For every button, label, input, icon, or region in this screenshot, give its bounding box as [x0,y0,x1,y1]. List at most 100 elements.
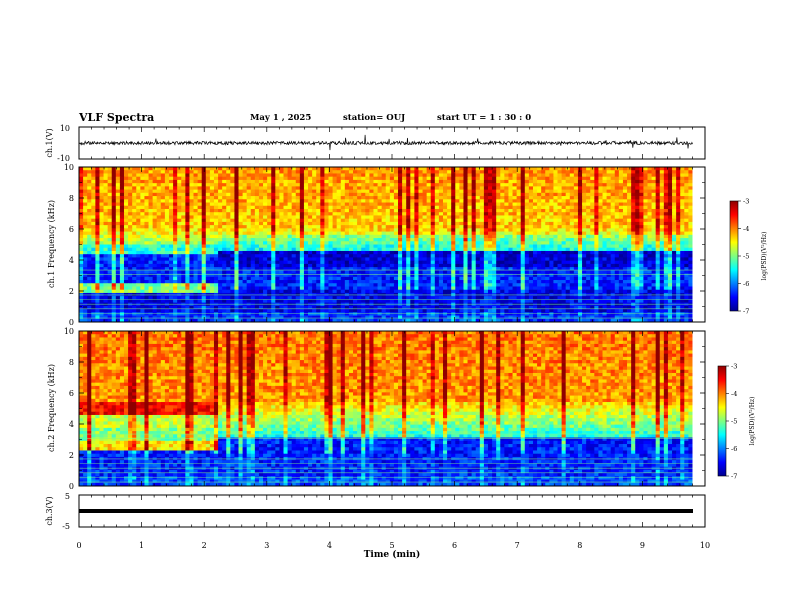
spectrogram-cell [577,254,583,258]
spectrogram-cell [426,199,432,203]
spectrogram-cell [328,254,333,258]
spectrogram-cell [218,228,223,232]
spectrogram-cell [684,205,689,210]
spectrogram-cell [602,250,607,255]
spectrogram-cell [467,238,473,242]
spectrogram-cell [254,179,260,184]
spectrogram-cell [324,270,329,274]
spectrogram-cell [463,199,468,203]
spectrogram-cell [614,238,620,242]
spectrogram-cell [398,215,403,220]
spectrogram-cell [328,170,333,174]
spectrogram-cell [238,231,243,236]
spectrogram-cell [467,170,473,174]
spectrogram-cell [344,270,350,274]
spectrogram-cell [520,250,526,255]
spectrogram-cell [586,234,591,239]
spectrogram-cell [213,257,219,262]
spectrogram-cell [357,212,362,216]
spectrogram-cell [684,183,689,187]
spectrogram-cell [312,231,317,236]
spectrogram-cell [353,257,358,262]
spectrogram-cell [140,231,145,236]
spectrogram-cell [316,202,321,207]
spectrogram-cell [185,170,190,174]
spectrogram-cell [213,260,219,265]
spectrogram-cell [332,186,338,191]
spectrogram-cell [479,221,485,226]
spectrogram-cell [119,212,125,216]
spectrogram-cell [287,225,293,229]
spectrogram-cell [83,199,88,203]
spectrogram-cell [557,167,562,171]
spectrogram-cell [627,244,632,249]
spectrogram-cell [115,202,121,207]
spectrogram-cell [103,221,109,226]
spectrogram-cell [308,202,313,207]
spectrogram-cell [107,270,113,274]
spectrogram-cell [398,267,403,271]
spectrogram-cell [83,247,88,252]
spectrogram-cell [218,189,223,194]
spectrogram-cell [123,250,129,255]
spectrogram-cell [647,199,652,203]
spectrogram-cell [443,228,448,232]
spectrogram-cell [455,238,460,242]
spectrogram-cell [426,231,432,236]
spectrogram-cell [140,238,145,242]
spectrogram-cell [561,250,567,255]
spectrogram-cell [181,238,186,242]
spectrogram-cell [516,173,522,178]
spectrogram-cell [680,228,685,232]
spectrogram-cell [320,231,325,236]
spectrogram-cell [344,199,350,203]
spectrogram-cell [295,212,301,216]
spectrogram-cell [361,241,366,245]
spectrogram-cell [381,228,387,232]
spectrogram-cell [663,167,669,171]
spectrogram-cell [430,176,436,181]
spectrogram-cell [500,260,505,265]
spectrogram-cell [504,225,509,229]
spectrogram-cell [238,241,243,245]
spectrogram-cell [156,231,162,236]
spectrogram-cell [308,234,313,239]
spectrogram-cell [512,234,518,239]
spectrogram-cell [324,218,329,223]
spectrogram-cell [291,254,297,258]
spectrogram-cell [541,205,546,210]
spectrogram-cell [242,179,248,184]
spectrogram-cell [684,221,689,226]
spectrogram-cell [230,215,235,220]
spectrogram-cell [83,267,88,271]
spectrogram-cell [582,228,587,232]
spectrogram-cell [283,189,288,194]
spectrogram-cell [152,228,158,232]
spectrogram-cell [136,176,141,181]
spectrogram-cell [688,199,693,203]
spectrogram-cell [582,202,587,207]
spectrogram-cell [393,263,399,268]
spectrogram-cell [250,238,256,242]
spectrogram-cell [287,244,293,249]
spectrogram-cell [156,244,162,249]
spectrogram-cell [467,267,473,271]
spectrogram-cell [684,176,689,181]
spectrogram-cell [500,225,505,229]
spectrogram-cell [553,199,558,203]
spectrogram-cell [271,176,276,181]
spectrogram-cell [144,257,149,262]
spectrogram-cell [680,221,685,226]
spectrogram-cell [295,186,301,191]
spectrogram-cell [303,257,309,262]
spectrogram-cell [447,257,452,262]
spectrogram-cell [631,173,636,178]
spectrogram-cell [643,267,648,271]
spectrogram-cell [422,270,428,274]
spectrogram-cell [308,267,313,271]
spectrogram-cell [205,202,211,207]
spectrogram-cell [168,254,174,258]
spectrogram-cell [520,241,526,245]
spectrogram-cell [230,208,235,213]
spectrogram-cell [205,212,211,216]
